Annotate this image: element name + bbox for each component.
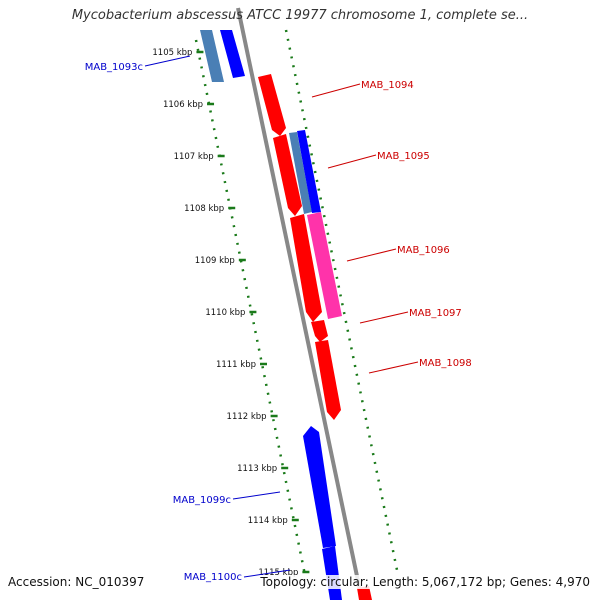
gene-label-mab-1093c: MAB_1093c [85,62,143,73]
gene-label-mab-1098: MAB_1098 [419,358,472,369]
tick-layer: 1105 kbp 1106 kbp 1107 kbp 1108 kbp 1109 kbp… [152,48,310,578]
outer-dotted-track [284,29,399,571]
label-connectors [144,55,419,578]
tick-label-1110-kbp: 1110 kbp [205,308,245,318]
gc-skew-block [307,212,342,319]
tick-label-1113-kbp: 1113 kbp [237,464,277,474]
connector-mab-1095 [327,154,377,169]
tick-label-1114-kbp: 1114 kbp [248,516,288,526]
gene-label-mab-1094: MAB_1094 [361,80,414,91]
chromosome-backbone [236,7,364,601]
tick-label-1106-kbp: 1106 kbp [163,100,203,110]
map-title: Mycobacterium abscessus ATCC 19977 chrom… [71,8,529,23]
connector-mab-1097 [359,311,409,324]
gene-label-mab-1099c: MAB_1099c [173,495,231,506]
gene-feature-mab-1093c [220,30,245,78]
connector-mab-1096 [346,248,397,262]
gene-feature-partial [357,586,372,600]
gene-feature-mab-1097 [311,320,328,342]
accession-label: Accession: NC_010397 [8,575,145,589]
inner-tick-track [194,39,307,576]
gene-label-mab-1097: MAB_1097 [409,308,462,319]
gene-feature-mab-1094 [258,74,286,136]
gene-feature-mab-1098 [315,340,341,420]
gene-feature-mab-1099c [303,426,336,548]
tick-label-1105-kbp: 1105 kbp [152,48,192,58]
connector-mab-1093c [144,55,191,67]
gene-feature-mab-1096 [290,214,322,322]
tick-label-1115-kbp: 1115 kbp [258,568,298,578]
gene-label-mab-1096: MAB_1096 [397,245,450,256]
feature-layer [200,30,372,600]
connector-mab-1094 [311,83,361,98]
genome-summary: Topology: circular; Length: 5,067,172 bp… [260,575,590,589]
gc-content-block [289,132,312,214]
gene-feature-mab-1095 [273,134,302,216]
connector-mab-1099c [232,491,281,500]
gc-content-block [200,30,224,82]
gene-label-mab-1095: MAB_1095 [377,151,430,162]
tick-label-1112-kbp: 1112 kbp [227,412,267,422]
connector-mab-1098 [368,361,419,374]
reverse-feature-block [297,130,321,213]
connector-mab-1100c [243,569,291,578]
gene-labels: MAB_1093c MAB_1094 MAB_1095 MAB_1096 MAB… [85,62,472,583]
tick-label-1109-kbp: 1109 kbp [195,256,235,266]
tick-label-1107-kbp: 1107 kbp [174,152,214,162]
tick-label-1111-kbp: 1111 kbp [216,360,256,370]
tick-label-1108-kbp: 1108 kbp [184,204,224,214]
gene-label-mab-1100c: MAB_1100c [184,572,242,583]
gene-feature-mab-1100c [322,546,342,600]
